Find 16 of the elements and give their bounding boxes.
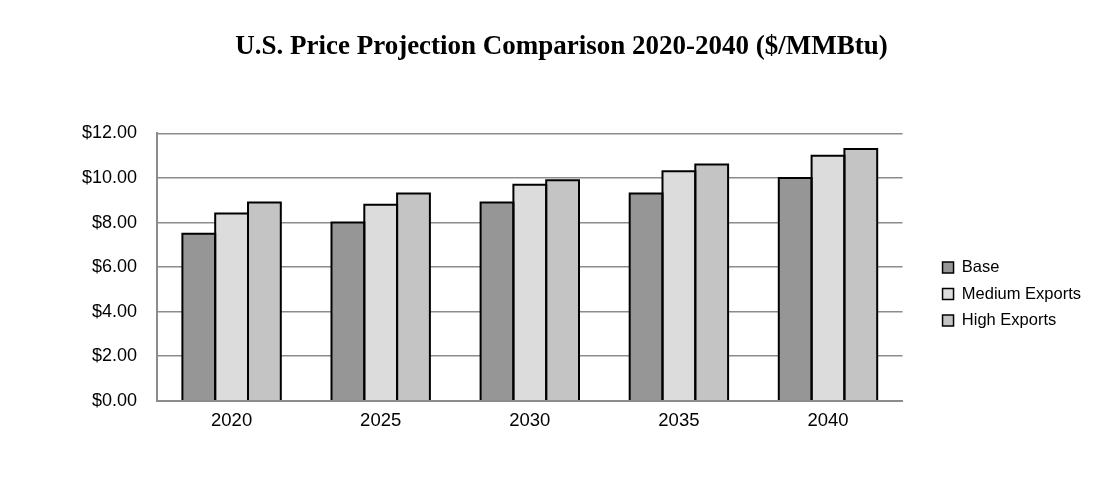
x-tick-label: 2035 <box>658 408 700 430</box>
legend-label: Base <box>961 257 1000 276</box>
legend-label: Medium Exports <box>961 283 1082 302</box>
y-tick-label: $4.00 <box>92 300 138 321</box>
y-tick-label: $12.00 <box>81 122 138 143</box>
chart-title: U.S. Price Projection Comparison 2020-2040 ($/MMBtu) <box>235 30 888 61</box>
x-tick-label: 2040 <box>807 408 849 430</box>
y-tick-label: $0.00 <box>92 389 138 410</box>
y-tick-label: $6.00 <box>92 256 138 277</box>
x-tick-label: 2020 <box>211 408 253 430</box>
y-tick-label: $10.00 <box>81 166 138 187</box>
legend-label: High Exports <box>961 310 1057 329</box>
x-tick-label: 2025 <box>360 408 402 430</box>
x-tick-label: 2030 <box>509 408 551 430</box>
y-tick-label: $8.00 <box>92 211 138 232</box>
y-tick-label: $2.00 <box>92 345 138 366</box>
